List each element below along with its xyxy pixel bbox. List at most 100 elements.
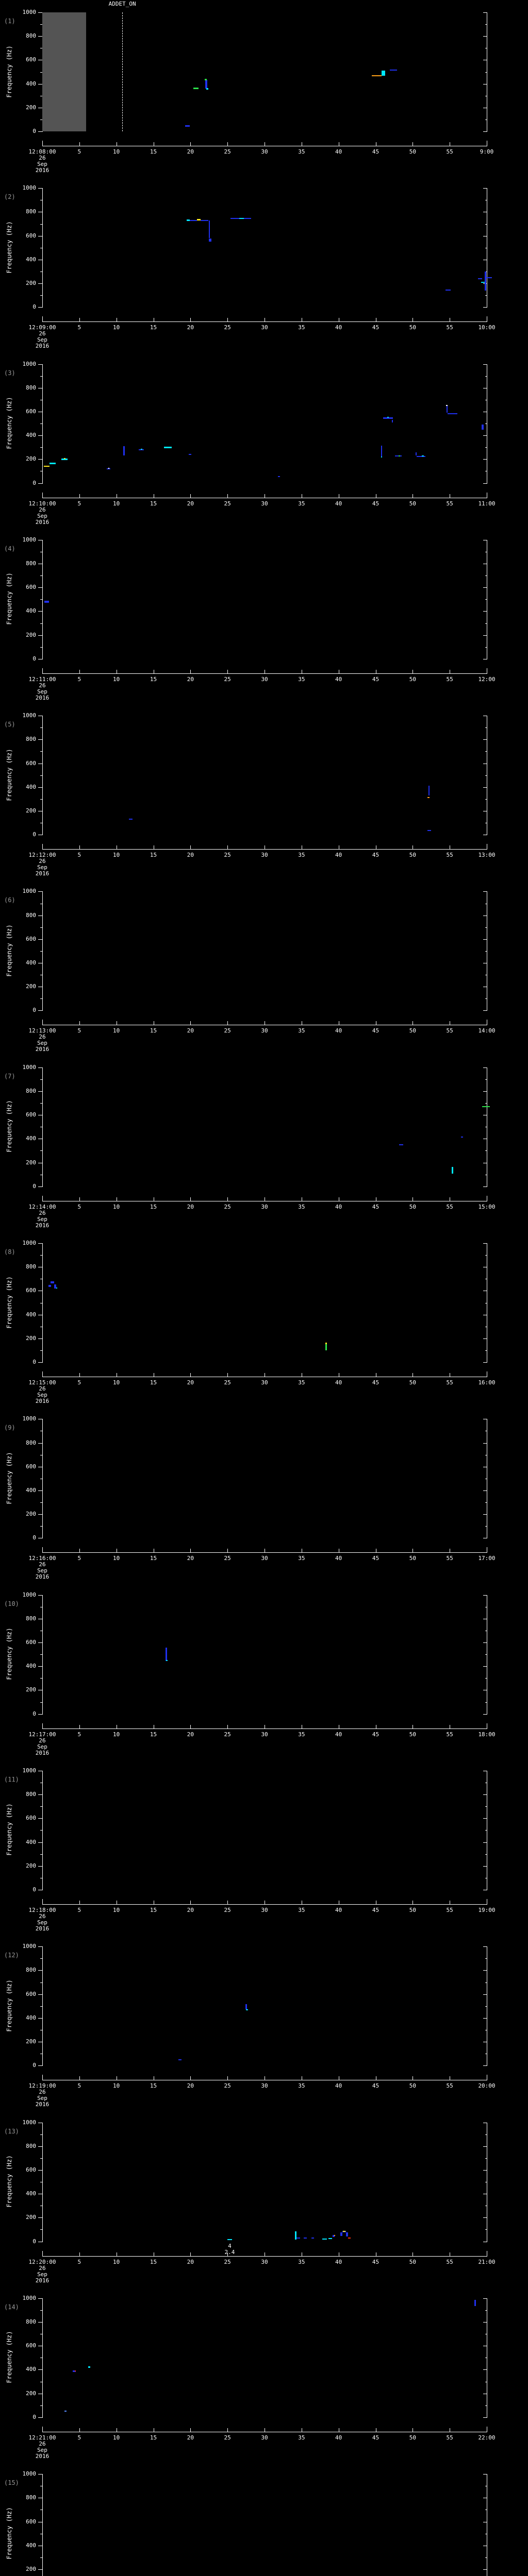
x-axis-start-date: 2016: [35, 1222, 50, 1229]
y-tick-label: 600: [26, 1639, 36, 1646]
x-axis-start-date: 2016: [35, 518, 50, 526]
detection-mark: [381, 456, 383, 458]
y-axis-tick: [38, 36, 42, 37]
spectrogram-panel: (8) Frequency (Hz) 0 200 400 600 800 1000 5 10 15 2…: [0, 1231, 528, 1406]
right-axis-tick: [483, 1067, 487, 1068]
panel-number-label: (1): [4, 18, 15, 25]
x-axis-tick: [42, 1899, 43, 1904]
y-tick-label: 1000: [22, 184, 37, 192]
x-tick-label: 45: [372, 1379, 380, 1386]
y-tick-label: 1000: [22, 9, 37, 15]
x-tick-label: 50: [409, 2082, 416, 2090]
detection-mark: [416, 452, 417, 456]
x-axis-tick: [79, 2076, 80, 2080]
detection-mark: [482, 1106, 490, 1108]
right-axis-tick: [485, 751, 487, 752]
x-axis-tick: [190, 1197, 191, 1201]
detection-mark: [294, 2231, 296, 2240]
x-axis-tick: [190, 2428, 191, 2432]
x-tick-label: 5: [77, 2434, 81, 2441]
x-tick-label: 25: [224, 852, 231, 859]
x-axis-start-date: 26: [39, 1912, 46, 1920]
plot-content-area: [42, 364, 496, 483]
x-tick-label: 45: [372, 1027, 380, 1035]
y-tick-label: 0: [32, 1534, 36, 1541]
x-axis-line: [42, 673, 487, 674]
x-axis-start-time: 12:13:00: [28, 1027, 56, 1035]
y-tick-label: 0: [32, 1007, 36, 1014]
x-tick-label: 55: [446, 1555, 453, 1562]
x-axis-tick: [227, 2076, 228, 2080]
y-tick-label: 1000: [22, 1591, 37, 1598]
x-axis-start-date: 26: [39, 1209, 46, 1216]
y-tick-label: 200: [26, 2565, 36, 2572]
detection-mark: [474, 2299, 476, 2307]
x-tick-label: 50: [409, 675, 416, 683]
right-axis-tick: [483, 2170, 487, 2171]
x-axis-tick: [412, 2428, 414, 2432]
y-axis-tick: [40, 998, 42, 999]
plot-content-area: [42, 1243, 496, 1362]
right-axis-tick: [485, 1150, 487, 1151]
y-tick-label: 800: [26, 2494, 36, 2501]
x-axis-tick: [412, 2076, 414, 2080]
y-tick-label: 800: [26, 208, 36, 215]
y-axis-tick: [38, 2146, 42, 2147]
x-tick-label: 40: [335, 1027, 342, 1035]
right-axis-tick: [485, 775, 487, 776]
detection-mark: [187, 219, 190, 221]
y-axis-tick: [38, 364, 42, 365]
x-axis-start-date: 26: [39, 858, 46, 865]
y-tick-label: 0: [32, 2413, 36, 2420]
y-axis-tick: [38, 1362, 42, 1363]
y-tick-label: 1000: [22, 1063, 37, 1071]
x-tick-label: 40: [335, 852, 342, 859]
right-axis-tick: [483, 635, 487, 636]
right-axis-tick: [485, 1079, 487, 1080]
panel-number-label: (13): [4, 2127, 19, 2135]
detection-mark: [166, 1648, 167, 1661]
x-tick-label: 15: [150, 1203, 157, 1210]
x-axis-tick: [79, 142, 80, 146]
y-tick-label: 600: [26, 1111, 36, 1118]
x-axis-tick: [227, 845, 228, 850]
y-axis-tick: [38, 2217, 42, 2218]
y-axis-tick: [40, 751, 42, 752]
detection-mark: [123, 446, 125, 456]
detection-mark: [381, 445, 383, 457]
detection-mark: [185, 125, 190, 127]
detection-mark: [277, 476, 280, 477]
x-tick-label: 10: [113, 500, 120, 507]
right-axis-tick: [483, 1866, 487, 1867]
y-axis-tick: [38, 1642, 42, 1643]
y-axis-tick: [38, 2322, 42, 2323]
detection-mark: [166, 1659, 168, 1662]
y-axis-tick: [38, 283, 42, 284]
y-tick-label: 800: [26, 384, 36, 391]
y-axis-tick: [38, 307, 42, 308]
x-axis-tick: [42, 844, 43, 850]
y-tick-label: 1000: [22, 360, 37, 367]
y-axis-tick: [40, 599, 42, 600]
y-axis-tick: [40, 2134, 42, 2135]
x-axis-start-date: Sep: [37, 336, 47, 344]
y-tick-label: 400: [26, 2366, 36, 2373]
right-axis-tick: [483, 739, 487, 740]
x-axis-start-date: 2016: [35, 167, 50, 174]
y-tick-label: 400: [26, 256, 36, 263]
x-axis-tick: [227, 2428, 228, 2432]
y-axis-tick: [38, 587, 42, 588]
x-tick-label: 15: [150, 675, 157, 683]
detection-mark: [239, 217, 244, 219]
y-axis-tick: [38, 891, 42, 892]
y-axis-tick: [40, 2229, 42, 2230]
detection-mark: [428, 786, 430, 795]
detection-mark: [64, 2411, 67, 2412]
x-tick-label: 25: [224, 2434, 231, 2441]
x-axis-start-date: 26: [39, 1561, 46, 1568]
x-axis-start-date: Sep: [37, 864, 47, 871]
panel-number-label: (4): [4, 545, 15, 552]
x-tick-label: 40: [335, 2082, 342, 2090]
x-tick-label: 55: [446, 2434, 453, 2441]
x-axis-line: [42, 1552, 487, 1553]
